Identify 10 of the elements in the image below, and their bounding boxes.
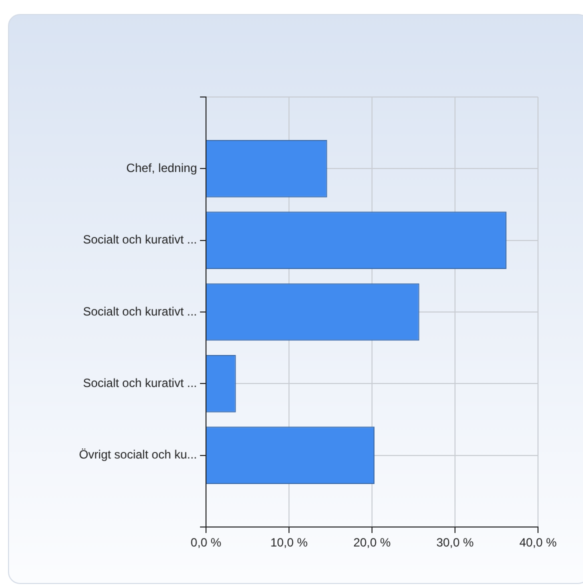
y-tick-label: Övrigt socialt och ku... xyxy=(78,448,197,462)
x-tick-label: 30,0 % xyxy=(436,536,474,550)
x-tick-label: 20,0 % xyxy=(353,536,392,550)
x-tick-label: 40,0 % xyxy=(519,536,558,550)
y-tick-label: Socialt och kurativt ... xyxy=(82,304,197,318)
x-tick-label: 10,0 % xyxy=(270,536,308,550)
y-tick-label: Chef, ledning xyxy=(126,160,197,175)
x-tick-label: 0,0 % xyxy=(190,536,222,550)
y-tick-label: Socialt och kurativt ... xyxy=(82,376,197,390)
y-tick-label: Socialt och kurativt ... xyxy=(82,232,197,247)
